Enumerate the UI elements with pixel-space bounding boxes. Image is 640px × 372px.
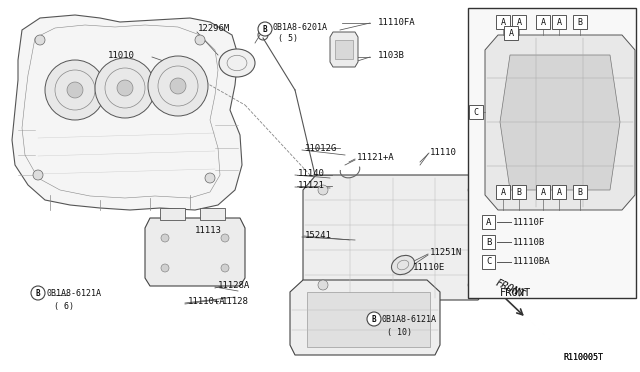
Bar xyxy=(512,15,526,29)
Polygon shape xyxy=(145,218,245,286)
Text: A: A xyxy=(509,29,513,38)
Text: 11110E: 11110E xyxy=(413,263,445,273)
Bar xyxy=(573,15,587,29)
Circle shape xyxy=(318,280,328,290)
Text: 11110+A: 11110+A xyxy=(188,298,226,307)
Text: B: B xyxy=(372,314,376,324)
Polygon shape xyxy=(330,32,358,67)
Circle shape xyxy=(318,185,328,195)
Text: ( 6): ( 6) xyxy=(54,301,74,311)
Text: A: A xyxy=(541,187,545,196)
Bar xyxy=(552,15,566,29)
Bar xyxy=(160,208,185,220)
Text: 11121: 11121 xyxy=(298,180,325,189)
Circle shape xyxy=(33,170,43,180)
Text: 0B1A8-6201A: 0B1A8-6201A xyxy=(273,22,328,32)
Bar xyxy=(496,185,510,199)
Text: 11110B: 11110B xyxy=(513,237,545,247)
Bar xyxy=(512,185,526,199)
Text: ( 10): ( 10) xyxy=(387,327,412,337)
Text: A: A xyxy=(557,187,561,196)
Circle shape xyxy=(195,35,205,45)
Text: A: A xyxy=(516,17,522,26)
Text: A: A xyxy=(557,17,561,26)
Polygon shape xyxy=(303,175,488,300)
Circle shape xyxy=(45,60,105,120)
Text: 12296M: 12296M xyxy=(198,23,230,32)
Bar xyxy=(504,26,518,40)
Bar xyxy=(496,15,510,29)
Text: 11121+A: 11121+A xyxy=(357,153,395,161)
Circle shape xyxy=(67,82,83,98)
Bar xyxy=(482,215,495,229)
Circle shape xyxy=(221,234,229,242)
Bar xyxy=(469,105,483,119)
Text: B: B xyxy=(516,187,522,196)
Circle shape xyxy=(258,22,272,36)
Polygon shape xyxy=(290,280,440,355)
Circle shape xyxy=(161,234,169,242)
Text: FRONT: FRONT xyxy=(494,278,527,300)
Bar xyxy=(482,255,495,269)
Circle shape xyxy=(35,35,45,45)
Text: 11010: 11010 xyxy=(108,51,135,60)
Text: 15241: 15241 xyxy=(305,231,332,240)
Text: C: C xyxy=(474,108,479,116)
Text: 11012G: 11012G xyxy=(305,144,337,153)
Text: B: B xyxy=(577,187,582,196)
Text: ( 5): ( 5) xyxy=(278,33,298,42)
Text: 0B1A8-6121A: 0B1A8-6121A xyxy=(382,314,437,324)
Circle shape xyxy=(31,286,45,300)
Text: 11110F: 11110F xyxy=(513,218,545,227)
Text: A: A xyxy=(541,17,545,26)
Bar xyxy=(552,185,566,199)
Bar xyxy=(200,208,225,220)
Bar xyxy=(536,15,550,29)
Bar xyxy=(482,235,495,249)
Text: 11113: 11113 xyxy=(195,225,222,234)
Bar xyxy=(468,8,636,298)
Circle shape xyxy=(468,280,478,290)
Circle shape xyxy=(170,78,186,94)
Text: A: A xyxy=(500,17,506,26)
Text: C: C xyxy=(486,257,492,266)
Text: R110005T: R110005T xyxy=(563,353,603,362)
Polygon shape xyxy=(485,35,635,210)
Text: B: B xyxy=(262,25,268,33)
Text: 11128: 11128 xyxy=(222,298,249,307)
Text: 11110FA: 11110FA xyxy=(378,17,415,26)
Text: R110005T: R110005T xyxy=(563,353,603,362)
Text: 11251N: 11251N xyxy=(430,247,462,257)
Text: 0B1A8-6121A: 0B1A8-6121A xyxy=(46,289,101,298)
Circle shape xyxy=(148,56,208,116)
Text: 11140: 11140 xyxy=(298,169,325,177)
Bar xyxy=(573,185,587,199)
Bar xyxy=(335,40,353,59)
Text: 11110: 11110 xyxy=(430,148,457,157)
Text: 11128A: 11128A xyxy=(218,280,250,289)
Text: 11110BA: 11110BA xyxy=(513,257,550,266)
Text: B: B xyxy=(36,289,40,298)
Circle shape xyxy=(161,264,169,272)
Polygon shape xyxy=(500,55,620,190)
Circle shape xyxy=(117,80,133,96)
Bar xyxy=(536,185,550,199)
Circle shape xyxy=(205,173,215,183)
Text: 1103B: 1103B xyxy=(378,51,405,60)
Circle shape xyxy=(95,58,155,118)
Text: B: B xyxy=(486,237,492,247)
Bar xyxy=(307,292,430,347)
Ellipse shape xyxy=(392,256,415,275)
Text: FRONT: FRONT xyxy=(500,288,531,298)
Ellipse shape xyxy=(219,49,255,77)
Circle shape xyxy=(221,264,229,272)
Polygon shape xyxy=(12,15,242,210)
Text: B: B xyxy=(577,17,582,26)
Text: A: A xyxy=(500,187,506,196)
Circle shape xyxy=(468,185,478,195)
Text: A: A xyxy=(486,218,492,227)
Circle shape xyxy=(367,312,381,326)
